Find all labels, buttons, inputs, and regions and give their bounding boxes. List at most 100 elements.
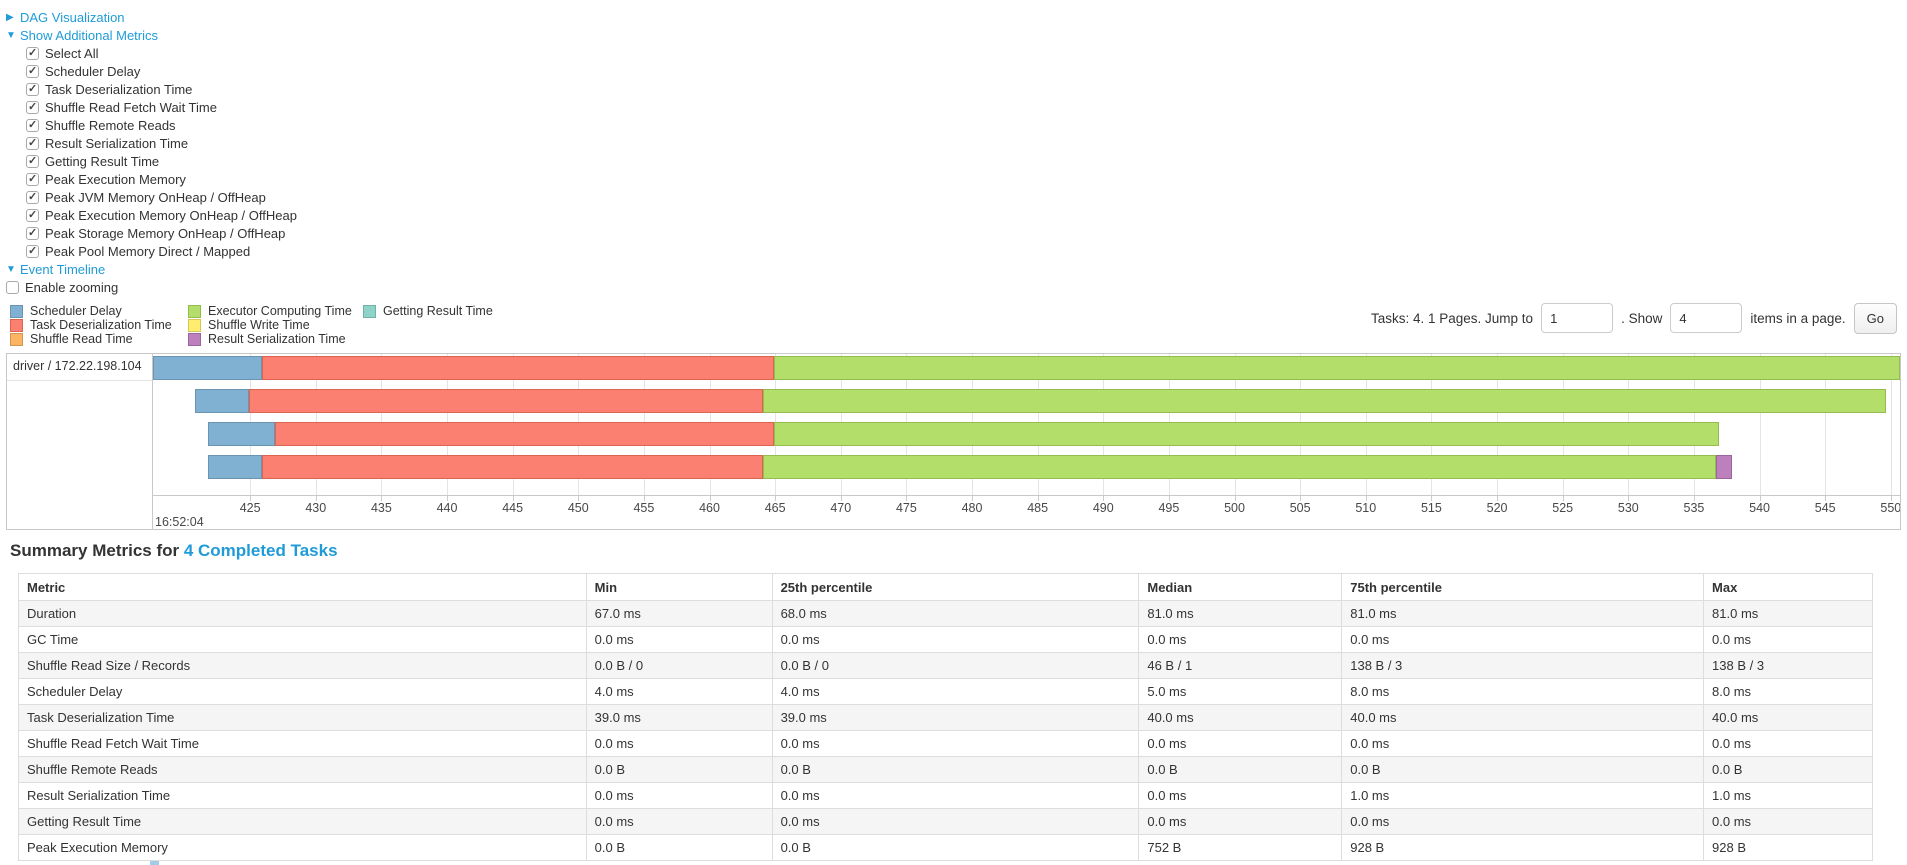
metric-checkbox-label: Shuffle Remote Reads	[45, 117, 176, 133]
metric-checkbox-item[interactable]: Getting Result Time	[6, 152, 297, 170]
gridline	[1890, 354, 1892, 495]
metric-checkbox[interactable]	[26, 244, 39, 258]
metric-checkbox[interactable]	[26, 208, 39, 222]
legend-item: Getting Result Time	[363, 304, 493, 318]
show-additional-metrics-toggle[interactable]: ▼ Show Additional Metrics	[6, 26, 297, 44]
axis-tick	[1431, 496, 1433, 501]
metric-checkbox[interactable]	[26, 154, 39, 168]
metric-checkbox-item[interactable]: Peak Storage Memory OnHeap / OffHeap	[6, 224, 297, 242]
metric-checkbox[interactable]	[26, 46, 39, 60]
metric-checkbox[interactable]	[26, 136, 39, 150]
axis-tick-label: 530	[1617, 501, 1639, 515]
task-bar-executor-computing[interactable]	[773, 356, 1900, 380]
task-bar-scheduler-delay[interactable]	[195, 389, 249, 413]
axis-tick-label: 550	[1880, 501, 1900, 515]
enable-zooming-checkbox[interactable]	[6, 280, 19, 294]
axis-tick	[1234, 496, 1236, 501]
dag-visualization-toggle[interactable]: ▶ DAG Visualization	[6, 8, 297, 26]
metric-checkbox[interactable]	[26, 64, 39, 78]
axis-tick	[840, 496, 842, 501]
table-row: Shuffle Read Fetch Wait Time 0.0 ms 0.0 ms…	[18, 730, 1873, 757]
task-bar-executor-computing[interactable]	[763, 455, 1717, 479]
legend-column: Getting Result Time	[363, 304, 493, 346]
metric-checkbox-label: Shuffle Read Fetch Wait Time	[45, 99, 217, 115]
axis-tick-label: 490	[1092, 501, 1114, 515]
column-header: Median	[1138, 573, 1343, 601]
result-serialization-swatch-icon	[188, 332, 201, 346]
axis-tick	[906, 496, 908, 501]
metric-checkbox[interactable]	[26, 190, 39, 204]
task-bar-scheduler-delay[interactable]	[208, 455, 262, 479]
jump-to-page-input[interactable]	[1541, 303, 1614, 333]
task-bar-task-deserialization[interactable]	[248, 389, 764, 413]
metric-checkbox-item[interactable]: Select All	[6, 44, 297, 62]
metric-checkbox[interactable]	[26, 226, 39, 240]
metric-checkbox-list: Select All Scheduler Delay Task Deserializ…	[6, 44, 297, 260]
items-per-page-input[interactable]	[1670, 303, 1743, 333]
enable-zooming-option[interactable]: Enable zooming	[6, 278, 297, 296]
task-bar-executor-computing[interactable]	[773, 422, 1719, 446]
table-cell: 752 B	[1138, 834, 1343, 861]
axis-tick-label: 440	[436, 501, 458, 515]
task-bar-result-serialization[interactable]	[1716, 455, 1732, 479]
event-timeline-toggle[interactable]: ▼ Event Timeline	[6, 260, 297, 278]
column-header: Max	[1703, 573, 1873, 601]
metric-checkbox[interactable]	[26, 100, 39, 114]
dag-visualization-link[interactable]: DAG Visualization	[20, 9, 125, 25]
table-cell: 0.0 ms	[585, 626, 773, 653]
metric-checkbox[interactable]	[26, 82, 39, 96]
table-cell: 81.0 ms	[1138, 600, 1343, 627]
go-button[interactable]: Go	[1853, 302, 1897, 334]
legend-item: Task Deserialization Time	[10, 318, 188, 332]
table-cell: 39.0 ms	[771, 704, 1140, 731]
axis-tick-label: 470	[830, 501, 852, 515]
table-cell: 46 B / 1	[1138, 652, 1343, 679]
column-header: Min	[585, 573, 773, 601]
task-bar-scheduler-delay[interactable]	[208, 422, 276, 446]
metric-checkbox-item[interactable]: Peak Execution Memory OnHeap / OffHeap	[6, 206, 297, 224]
task-bar-task-deserialization[interactable]	[275, 422, 774, 446]
table-cell: 0.0 ms	[1138, 730, 1343, 757]
metric-checkbox[interactable]	[26, 118, 39, 132]
table-row: Shuffle Remote Reads 0.0 B 0.0 B 0.0 B 0.0 B…	[18, 756, 1873, 783]
task-bar-executor-computing[interactable]	[763, 389, 1886, 413]
axis-tick-label: 430	[305, 501, 327, 515]
metric-checkbox-label: Peak JVM Memory OnHeap / OffHeap	[45, 189, 266, 205]
axis-tick	[315, 496, 317, 501]
metric-checkbox-item[interactable]: Result Serialization Time	[6, 134, 297, 152]
completed-tasks-link[interactable]: 4 Completed Tasks	[183, 541, 338, 560]
metric-checkbox-item[interactable]: Task Deserialization Time	[6, 80, 297, 98]
event-timeline-link[interactable]: Event Timeline	[20, 261, 106, 277]
stage-controls: ▶ DAG Visualization ▼ Show Additional Me…	[6, 8, 297, 296]
task-bar-task-deserialization[interactable]	[261, 455, 764, 479]
metric-checkbox-item[interactable]: Peak Execution Memory	[6, 170, 297, 188]
show-additional-metrics-link[interactable]: Show Additional Metrics	[20, 27, 159, 43]
task-bar-task-deserialization[interactable]	[261, 356, 774, 380]
task-bar-scheduler-delay[interactable]	[153, 356, 262, 380]
table-cell: 0.0 ms	[771, 782, 1140, 809]
table-cell: 4.0 ms	[585, 678, 773, 705]
summary-metrics-table: Metric Min 25th percentile Median 75th perce…	[18, 573, 1873, 861]
metric-checkbox-item[interactable]: Shuffle Remote Reads	[6, 116, 297, 134]
table-row: Result Serialization Time 0.0 ms 0.0 ms 0.0…	[18, 782, 1873, 809]
axis-tick	[1037, 496, 1039, 501]
metric-checkbox[interactable]	[26, 172, 39, 186]
metric-checkbox-item[interactable]: Shuffle Read Fetch Wait Time	[6, 98, 297, 116]
table-header-row: Metric Min 25th percentile Median 75th perce…	[18, 573, 1873, 601]
timeline-legend: Scheduler Delay Task Deserialization Time…	[10, 304, 493, 346]
axis-tick	[447, 496, 448, 501]
table-cell: Getting Result Time	[18, 808, 587, 835]
axis-tick	[1103, 496, 1105, 501]
axis-tick-label: 540	[1749, 501, 1770, 515]
metric-checkbox-item[interactable]: Peak JVM Memory OnHeap / OffHeap	[6, 188, 297, 206]
axis-tick-label: 495	[1158, 501, 1180, 515]
metric-checkbox-item[interactable]: Peak Pool Memory Direct / Mapped	[6, 242, 297, 260]
legend-item: Shuffle Write Time	[188, 318, 363, 332]
legend-label: Task Deserialization Time	[30, 318, 172, 332]
table-cell: 138 B / 3	[1703, 652, 1873, 679]
legend-label: Shuffle Write Time	[208, 318, 310, 332]
table-cell: 40.0 ms	[1341, 704, 1705, 731]
metric-checkbox-item[interactable]: Scheduler Delay	[6, 62, 297, 80]
metric-checkbox-label: Select All	[45, 45, 99, 61]
legend-column: Scheduler Delay Task Deserialization Time…	[10, 304, 188, 346]
